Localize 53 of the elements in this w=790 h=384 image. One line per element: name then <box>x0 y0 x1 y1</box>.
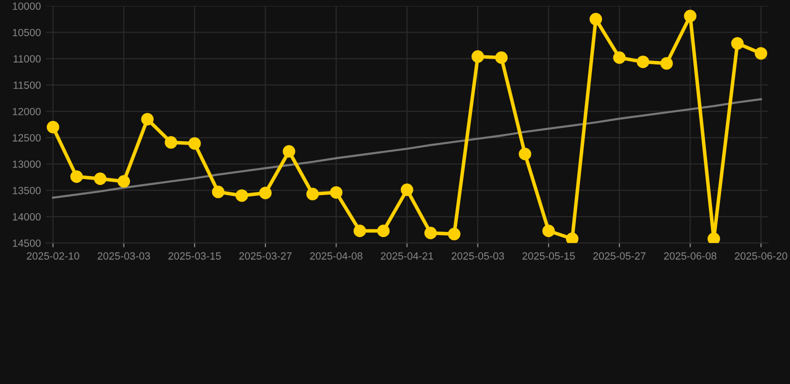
point <box>542 224 555 238</box>
x-tick-label: 2025-03-03 <box>98 252 150 260</box>
y-tick-label: 10500 <box>12 28 41 36</box>
y-tick-label: 14500 <box>12 240 41 247</box>
point <box>472 50 484 63</box>
point <box>684 10 696 22</box>
point <box>400 184 414 196</box>
point <box>377 224 390 238</box>
point <box>212 186 224 198</box>
point <box>259 186 272 200</box>
y-tick-label: 11500 <box>14 82 41 89</box>
point <box>708 232 720 243</box>
x-tick-label: 2025-02-10 <box>26 252 80 260</box>
x-tick-label: 2025-04-21 <box>380 252 434 260</box>
x-tick-label: 2025-04-08 <box>310 252 362 260</box>
point <box>164 136 178 149</box>
point <box>518 148 532 160</box>
y-tick-label: 14000 <box>12 213 41 221</box>
y-tick-label: 12500 <box>12 134 41 142</box>
point <box>306 188 319 200</box>
point <box>424 226 437 240</box>
point <box>354 224 366 238</box>
point <box>282 145 296 158</box>
point <box>636 56 650 68</box>
point <box>141 112 154 126</box>
point <box>495 51 508 64</box>
point <box>46 120 60 134</box>
x-tick-label: 2025-05-27 <box>593 252 646 260</box>
point <box>590 12 602 26</box>
point <box>118 175 130 188</box>
point <box>754 47 768 60</box>
point <box>94 172 106 185</box>
y-tick-label: 13000 <box>12 160 41 168</box>
x-tick-label: 2025-05-15 <box>522 252 575 260</box>
point <box>448 228 460 240</box>
point <box>236 189 248 202</box>
y-tick-label: 13500 <box>12 186 41 194</box>
y-tick-label: 10000 <box>12 2 41 10</box>
y-tick-label: 11000 <box>14 55 41 63</box>
line-series <box>52 98 762 199</box>
x-tick-label: 2025-06-20 <box>734 252 788 260</box>
point <box>188 137 201 150</box>
point <box>566 232 578 243</box>
x-tick-label: 2025-06-08 <box>664 252 716 260</box>
y-tick-label: 12000 <box>12 108 41 116</box>
point <box>613 51 626 64</box>
point <box>660 57 673 70</box>
x-tick-label: 2025-03-27 <box>239 252 292 260</box>
x-tick-label: 2025-05-03 <box>452 252 504 260</box>
point <box>731 37 744 50</box>
x-tick-label: 2025-03-15 <box>168 252 221 260</box>
point <box>70 170 83 183</box>
point <box>330 186 342 199</box>
